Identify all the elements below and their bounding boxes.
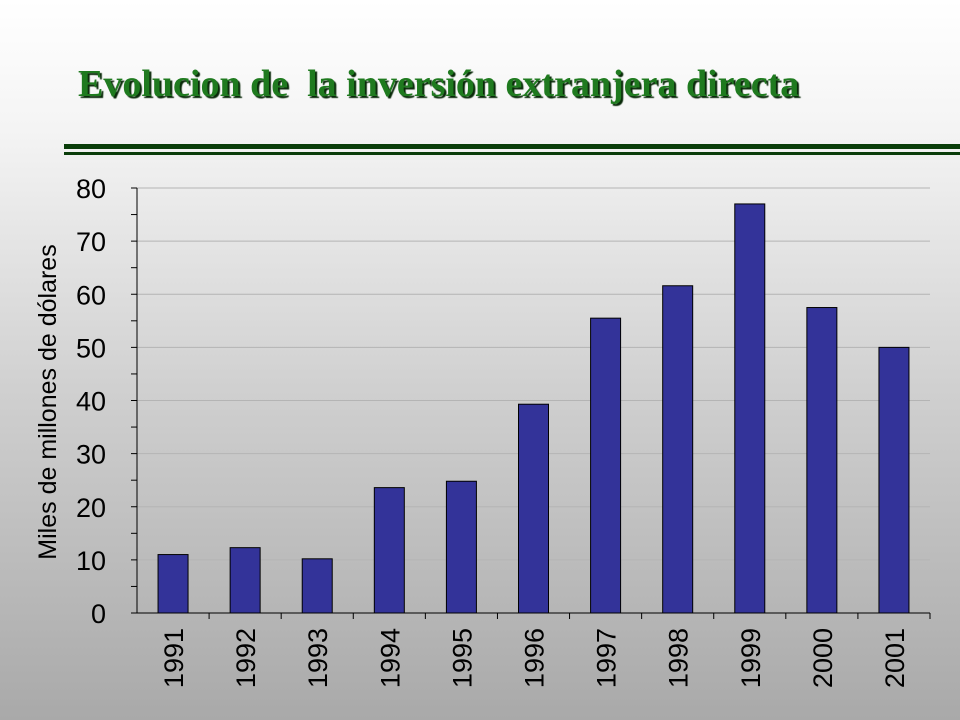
slide-title: Evolucion de la inversión extranjera dir… bbox=[78, 63, 800, 105]
bar-1994 bbox=[373, 487, 405, 614]
bar-2001 bbox=[878, 346, 910, 614]
bar-1999 bbox=[734, 203, 766, 614]
x-tick-label: 2001 bbox=[880, 628, 910, 688]
y-tick-label: 20 bbox=[76, 493, 106, 523]
x-tick-label: 1996 bbox=[520, 628, 550, 688]
x-tick-label: 1994 bbox=[375, 628, 405, 688]
y-tick-label: 10 bbox=[76, 546, 106, 576]
x-tick-label: 1998 bbox=[664, 628, 694, 688]
bar-1992 bbox=[229, 547, 261, 614]
y-tick-label: 40 bbox=[76, 387, 106, 417]
bar-1997 bbox=[590, 317, 622, 614]
bar-1995 bbox=[445, 480, 477, 614]
y-tick-label: 70 bbox=[76, 227, 106, 257]
x-tick-label: 1997 bbox=[592, 628, 622, 688]
y-tick-label: 30 bbox=[76, 440, 106, 470]
bar-1993 bbox=[301, 558, 333, 614]
y-tick-label: 0 bbox=[91, 599, 106, 629]
bar-1991 bbox=[157, 554, 189, 614]
y-tick-label: 60 bbox=[76, 280, 106, 310]
y-axis-title: Miles de millones de dólares bbox=[34, 244, 62, 559]
x-tick-label: 1991 bbox=[159, 628, 189, 688]
title-rule-thin bbox=[64, 152, 960, 155]
x-tick-label: 1999 bbox=[736, 628, 766, 688]
x-tick-label: 1995 bbox=[447, 628, 477, 688]
title-rule-thick bbox=[64, 144, 960, 149]
x-tick-label: 1993 bbox=[303, 628, 333, 688]
y-tick-label: 80 bbox=[76, 174, 106, 204]
x-tick-label: 2000 bbox=[808, 628, 838, 688]
bar-2000 bbox=[806, 307, 838, 614]
bar-1998 bbox=[662, 285, 694, 614]
y-tick-label: 50 bbox=[76, 333, 106, 363]
bar-1996 bbox=[518, 403, 549, 614]
x-tick-label: 1992 bbox=[231, 628, 261, 688]
